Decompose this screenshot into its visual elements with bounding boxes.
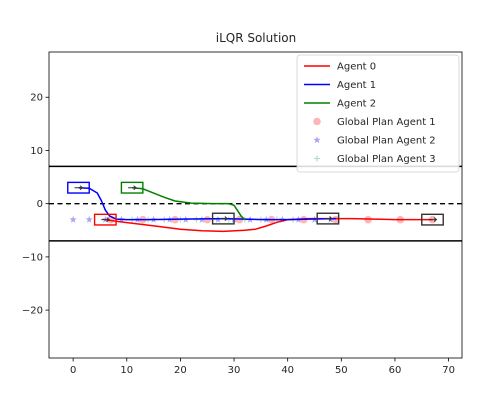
series-3-point-3 [203,215,212,224]
legend-label-0: Agent 0 [337,62,376,73]
series-1-line [78,186,336,221]
vehicle-3-heading [219,216,229,221]
legend-label-3: Global Plan Agent 1 [337,117,436,128]
vehicle-5 [421,213,444,226]
x-tick-label-3: 30 [228,365,241,376]
series-2-line [132,186,246,221]
legend: Agent 0 Agent 1 Agent 2 Global Plan Agent 1… [296,54,460,173]
vehicle-4-box [316,212,340,225]
legend-box [296,54,460,173]
chart-title: iLQR Solution [216,31,297,45]
axes-spine [48,51,463,359]
series-3-point-7 [332,215,340,224]
x-tick-label-4: 40 [281,365,294,376]
x-tick-label-0: 0 [70,365,76,376]
x-tick-label-1: 10 [120,365,133,376]
y-tick-label-2: 0 [37,199,43,210]
vehicle-1 [67,181,90,194]
vehicle-3-box [211,212,235,225]
legend-swatch-4 [313,136,321,144]
series-0-line [104,217,433,233]
vehicle-4-heading [323,216,333,221]
vehicle-2-box [120,181,144,194]
legend-swatch-3 [313,117,321,126]
vehicle-1-box [67,181,90,194]
vehicle-3 [211,212,235,225]
vehicle-0-heading [101,217,111,223]
legend-entry-1: Agent 1 [304,80,376,91]
legend-label-2: Agent 2 [337,99,376,110]
legend-entry-5: Global Plan Agent 3 [314,154,436,165]
y-tick-label-3: −10 [22,252,43,263]
legend-entry-0: Agent 0 [304,62,376,73]
x-tick-label-5: 50 [335,365,348,376]
vehicle-2-heading [128,185,137,191]
legend-entry-3: Global Plan Agent 1 [313,117,436,128]
y-tick-label-1: 10 [30,146,43,157]
y-tick-label-0: 20 [30,93,43,104]
legend-entry-2: Agent 2 [304,99,376,110]
vehicle-2 [120,181,144,194]
vehicle-0-box [93,213,117,226]
vehicle-5-box [421,213,444,226]
series-4-point-0 [69,215,77,223]
plot-area [49,165,462,242]
legend-label-1: Agent 1 [337,80,376,91]
vehicle-4 [316,212,340,225]
x-tick-label-2: 20 [174,365,187,376]
series-4-point-1 [85,215,93,223]
legend-swatch-5 [314,155,320,162]
y-axis: 20 10 0 −10 −20 [22,93,49,317]
axes-frame [48,51,463,359]
vehicle-5-heading [428,217,438,223]
x-axis: 0 10 20 30 40 50 60 70 [70,358,455,376]
x-tick-label-6: 60 [389,365,402,376]
vehicle-0 [93,213,117,226]
x-tick-label-7: 70 [442,365,455,376]
y-tick-label-4: −20 [22,306,43,317]
legend-entry-4: Global Plan Agent 2 [313,136,436,147]
legend-label-4: Global Plan Agent 2 [337,136,436,147]
legend-label-5: Global Plan Agent 3 [337,154,436,165]
vehicle-1-heading [74,185,84,191]
